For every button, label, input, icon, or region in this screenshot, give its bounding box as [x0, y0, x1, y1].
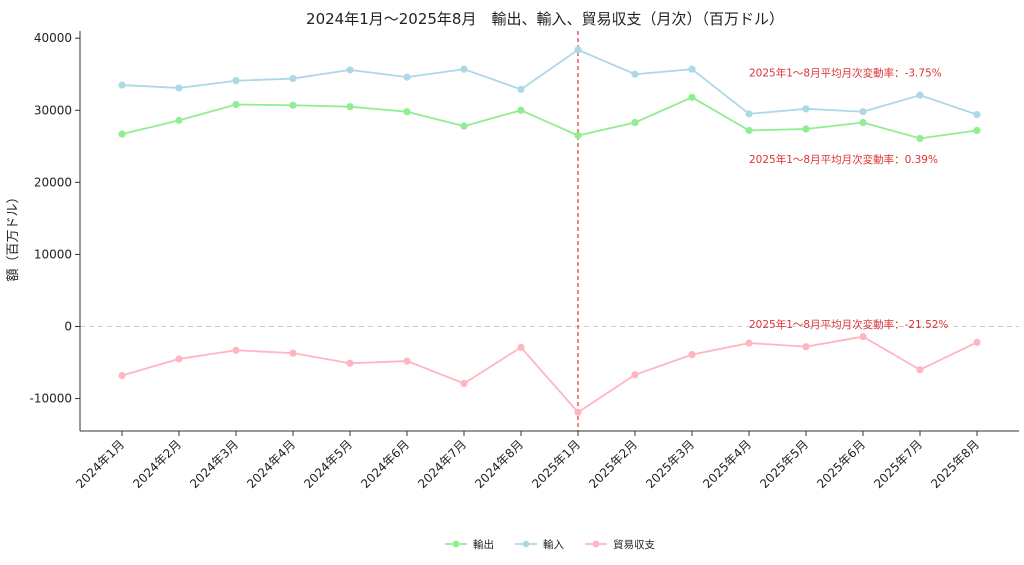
series-point: [688, 351, 696, 359]
series-point: [289, 74, 297, 83]
y-tick-label: 10000: [34, 247, 72, 261]
x-tick-label: 2024年6月: [358, 437, 412, 491]
y-tick-label: 40000: [34, 31, 72, 45]
series-point: [574, 131, 582, 140]
series-point: [916, 366, 924, 374]
series-point: [574, 408, 582, 416]
legend-marker: [592, 540, 600, 548]
axes: -10000 0 10000 20000 30000 40000 2024年1月 2024年2…: [29, 31, 1019, 491]
series-point: [517, 106, 525, 114]
series-point: [859, 108, 867, 116]
series-point: [859, 332, 867, 341]
series-point: [289, 101, 297, 109]
series-point: [688, 93, 696, 101]
series-line-2: [121, 335, 978, 414]
legend-label: 輸入: [543, 538, 564, 551]
series-point: [175, 116, 183, 124]
series-point: [175, 355, 183, 363]
y-tick-label: 30000: [34, 103, 72, 117]
series-point: [460, 122, 468, 130]
series-point: [802, 105, 810, 113]
series-point: [802, 343, 810, 351]
x-tick-label: 2025年7月: [871, 437, 925, 491]
series-point: [118, 371, 126, 380]
legend-label: 貿易収支: [613, 539, 655, 551]
annotation-text: 2025年1～8月平均月次変動率：-21.52%: [749, 318, 948, 331]
x-tick-label: 2025年1月: [529, 437, 583, 491]
series-point: [916, 91, 924, 99]
y-tick-label: 20000: [34, 175, 72, 189]
y-tick-label: -10000: [29, 392, 72, 406]
series-point: [346, 359, 354, 367]
x-tick-label: 2024年2月: [130, 437, 184, 491]
annotations: 2025年1～8月平均月次変動率：-3.75% 2025年1～8月平均月次変動率：…: [749, 66, 948, 331]
series-point: [517, 85, 525, 93]
series-point: [403, 108, 411, 116]
annotation-text: 2025年1～8月平均月次変動率：0.39%: [749, 153, 938, 166]
series-point: [916, 134, 924, 142]
series-point: [175, 84, 183, 92]
series-point: [745, 339, 753, 347]
series-point: [346, 66, 354, 74]
x-tick-label: 2024年3月: [187, 437, 241, 491]
series-point: [232, 77, 240, 85]
series-point: [973, 126, 981, 135]
legend-label: 輸出: [473, 538, 494, 551]
series-point: [346, 103, 354, 111]
legend: 輸出 輸入 貿易収支: [445, 538, 655, 551]
x-tick-label: 2024年8月: [472, 437, 526, 491]
series-layer: [118, 46, 981, 416]
annotation-text: 2025年1～8月平均月次変動率：-3.75%: [749, 66, 942, 79]
chart-title: 2024年1月～2025年8月 輸出、輸入、貿易収支（月次）（百万ドル）: [306, 10, 784, 28]
reference-line-layer: [80, 31, 1019, 431]
x-tick-label: 2024年1月: [73, 437, 127, 491]
y-tick-label: 0: [64, 319, 72, 333]
x-tick-label: 2024年5月: [301, 437, 355, 491]
series-point: [631, 70, 639, 78]
series-point: [232, 346, 240, 354]
series-point: [688, 65, 696, 73]
legend-marker: [522, 540, 530, 548]
series-point: [859, 118, 867, 127]
x-tick-label: 2024年4月: [244, 437, 298, 491]
x-tick-label: 2025年6月: [814, 437, 868, 491]
series-point: [802, 125, 810, 133]
series-point: [403, 73, 411, 81]
series-point: [460, 379, 468, 388]
series-point: [631, 371, 639, 379]
series-line-0: [121, 96, 978, 140]
x-tick-label: 2025年3月: [643, 437, 697, 491]
x-tick-label: 2025年4月: [700, 437, 754, 491]
series-point: [745, 126, 753, 135]
series-point: [289, 349, 297, 357]
series-point: [631, 118, 639, 127]
series-point: [517, 343, 525, 351]
series-point: [403, 357, 411, 365]
x-tick-label: 2025年5月: [757, 437, 811, 491]
series-point: [973, 338, 981, 346]
x-tick-label: 2025年8月: [928, 437, 982, 491]
series-point: [574, 46, 582, 54]
series-point: [973, 111, 981, 119]
series-line-1: [121, 48, 978, 116]
x-tick-label: 2025年2月: [586, 437, 640, 491]
x-tick-label: 2024年7月: [415, 437, 469, 491]
series-point: [745, 110, 753, 118]
y-axis-label: 額（百万ドル）: [6, 190, 21, 281]
series-point: [118, 81, 126, 89]
series-point: [118, 130, 126, 138]
legend-marker: [452, 540, 460, 548]
series-point: [232, 100, 240, 109]
series-point: [460, 65, 468, 73]
